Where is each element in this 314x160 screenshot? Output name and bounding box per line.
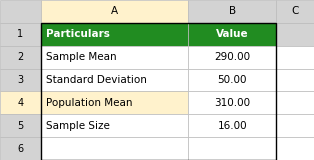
Bar — [41, 91, 188, 114]
Bar — [276, 69, 314, 91]
Bar — [0, 23, 41, 46]
Text: 1: 1 — [17, 29, 24, 39]
Bar — [0, 137, 41, 160]
Bar — [188, 69, 276, 91]
Bar — [188, 46, 276, 69]
Bar — [276, 23, 314, 46]
Bar — [41, 23, 276, 160]
Bar — [41, 69, 188, 91]
Text: 16.00: 16.00 — [218, 121, 247, 131]
Text: Population Mean: Population Mean — [46, 98, 132, 108]
Text: B: B — [229, 6, 236, 16]
Text: Value: Value — [216, 29, 249, 39]
Bar — [276, 91, 314, 114]
Bar — [41, 0, 188, 23]
Bar — [188, 0, 276, 23]
Text: 290.00: 290.00 — [214, 52, 251, 62]
Text: 5: 5 — [17, 121, 24, 131]
Bar — [276, 114, 314, 137]
Bar — [276, 137, 314, 160]
Text: 6: 6 — [17, 144, 24, 154]
Text: Particulars: Particulars — [46, 29, 109, 39]
Bar — [41, 137, 188, 160]
Bar — [41, 114, 188, 137]
Text: Standard Deviation: Standard Deviation — [46, 75, 146, 85]
Bar — [188, 137, 276, 160]
Bar — [0, 69, 41, 91]
Text: 50.00: 50.00 — [218, 75, 247, 85]
Text: A: A — [111, 6, 118, 16]
Bar — [276, 46, 314, 69]
Text: Sample Mean: Sample Mean — [46, 52, 116, 62]
Bar — [276, 0, 314, 23]
Text: 2: 2 — [17, 52, 24, 62]
Bar — [41, 23, 188, 46]
Bar — [0, 91, 41, 114]
Bar — [0, 114, 41, 137]
Text: 3: 3 — [17, 75, 24, 85]
Bar — [41, 46, 188, 69]
Bar — [188, 91, 276, 114]
Text: 4: 4 — [17, 98, 24, 108]
Text: C: C — [291, 6, 299, 16]
Bar — [188, 23, 276, 46]
Text: 310.00: 310.00 — [214, 98, 251, 108]
Bar — [0, 46, 41, 69]
Bar — [0, 0, 41, 23]
Bar — [188, 114, 276, 137]
Text: Sample Size: Sample Size — [46, 121, 109, 131]
